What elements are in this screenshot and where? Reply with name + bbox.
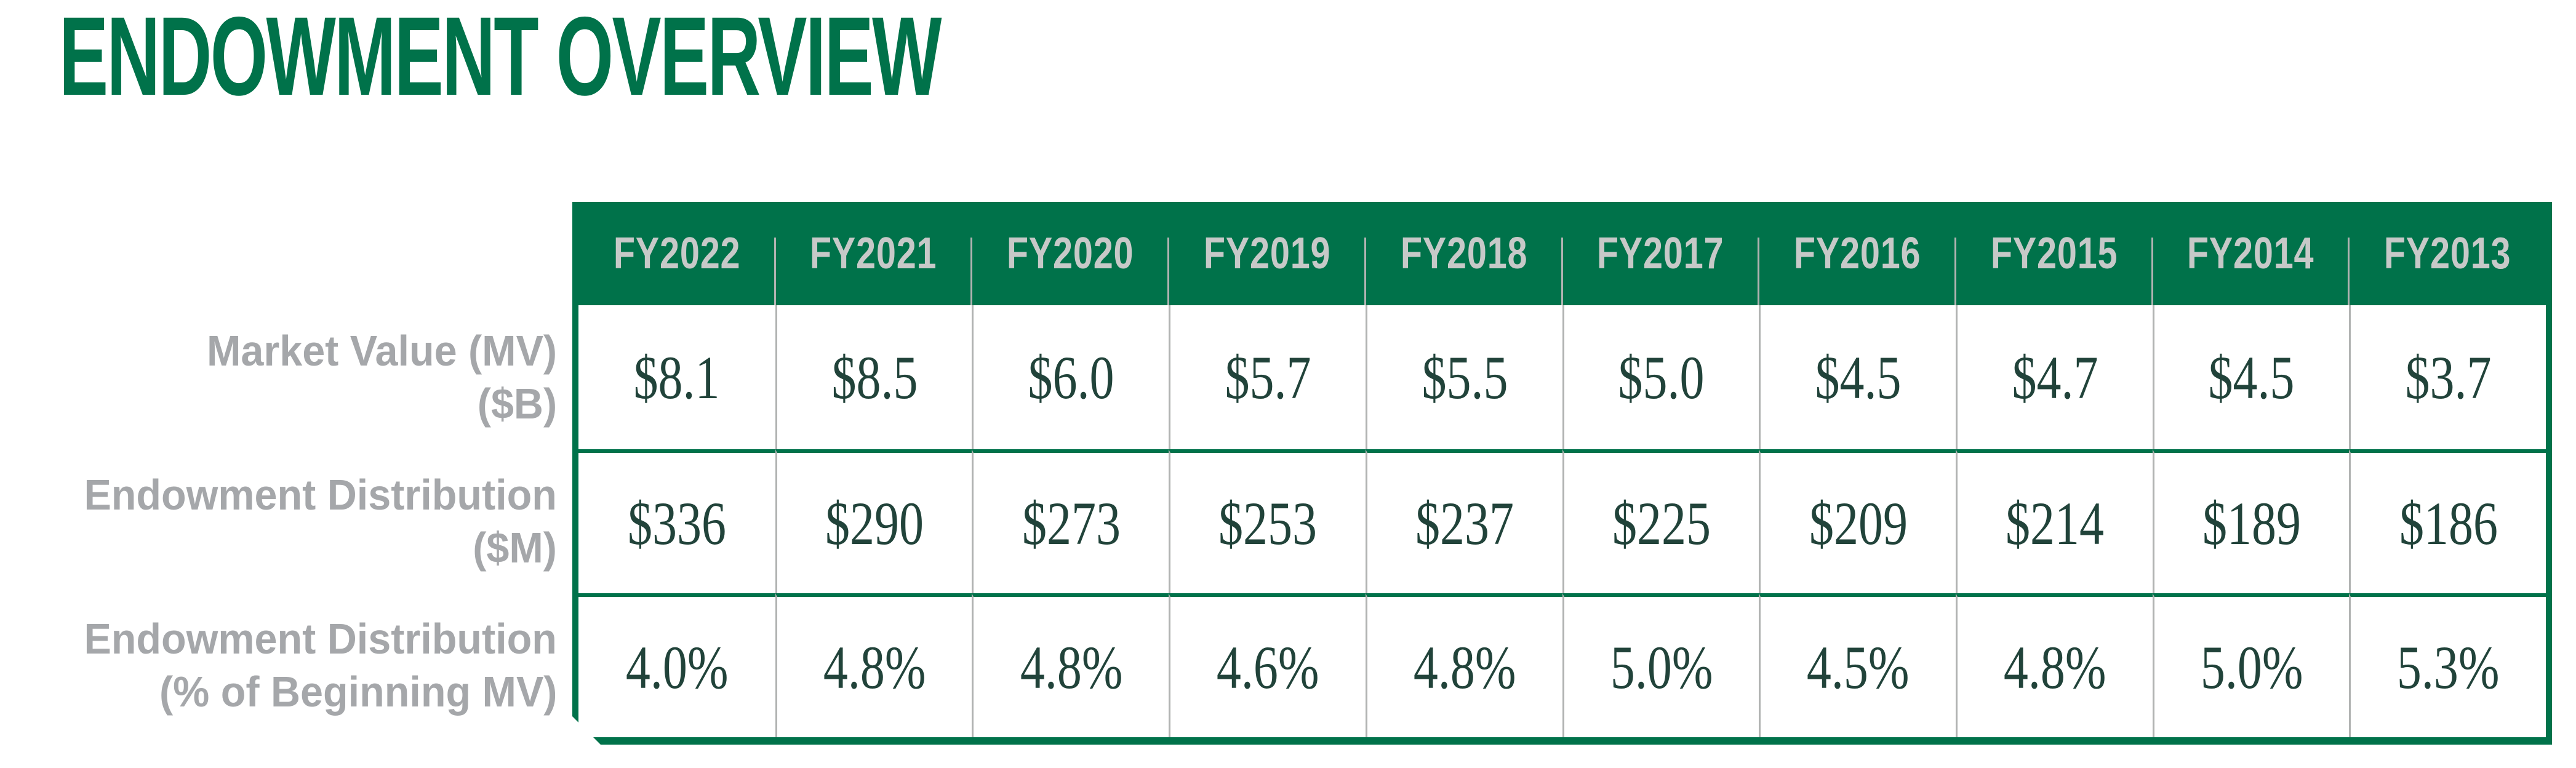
- value-cell: $237: [1366, 449, 1562, 593]
- page-title: ENDOWMENT OVERVIEW: [59, 0, 1394, 112]
- header-cell-label: FY2016: [1793, 229, 1921, 278]
- value-cell-text: $4.5: [1815, 343, 1902, 412]
- value-cell: 4.8%: [1366, 593, 1562, 737]
- value-cell-text: 4.5%: [1807, 633, 1910, 702]
- header-cell-fy2014: FY2014: [2153, 202, 2350, 305]
- header-cell-label: FY2014: [2187, 229, 2314, 278]
- value-cell-text: 5.0%: [2200, 633, 2303, 702]
- header-cell-fy2018: FY2018: [1366, 202, 1562, 305]
- header-cell-fy2022: FY2022: [578, 202, 775, 305]
- value-cell: $290: [775, 449, 972, 593]
- value-cell-text: 4.0%: [625, 633, 729, 702]
- value-cell-text: 4.8%: [2003, 633, 2106, 702]
- value-cell-text: 4.8%: [823, 633, 926, 702]
- header-cell-label: FY2022: [613, 229, 741, 278]
- value-cell: 5.0%: [1562, 593, 1759, 737]
- header-cell-fy2017: FY2017: [1562, 202, 1759, 305]
- value-cell: 4.0%: [578, 593, 775, 737]
- row-label-line2: ($B): [477, 380, 557, 428]
- row-label-line1: Endowment Distribution: [84, 471, 557, 519]
- value-cell: $3.7: [2349, 305, 2546, 449]
- value-cell-text: 4.8%: [1413, 633, 1516, 702]
- value-cell-text: $3.7: [2405, 343, 2492, 412]
- value-cell-text: $189: [2202, 489, 2301, 558]
- header-cell-label: FY2017: [1597, 229, 1724, 278]
- header-cell-fy2019: FY2019: [1169, 202, 1366, 305]
- value-cell-text: 4.6%: [1217, 633, 1319, 702]
- row-label-market-value: Market Value (MV) ($B): [0, 305, 557, 449]
- header-cell-label: FY2021: [810, 229, 937, 278]
- value-cell: $5.5: [1366, 305, 1562, 449]
- value-cell-text: $237: [1415, 489, 1514, 558]
- value-cell: $5.7: [1169, 305, 1366, 449]
- row-label-line2: (% of Beginning MV): [159, 668, 557, 716]
- value-cell: 5.3%: [2349, 593, 2546, 737]
- value-cell-text: $273: [1022, 489, 1121, 558]
- row-label-endowment-distribution-pct: Endowment Distribution (% of Beginning M…: [0, 593, 557, 737]
- row-label-endowment-distribution-m: Endowment Distribution ($M): [0, 449, 557, 593]
- value-cell-text: $4.5: [2208, 343, 2295, 412]
- value-cell-text: $209: [1809, 489, 1908, 558]
- value-cell-text: $5.5: [1422, 343, 1508, 412]
- row-label-line2: ($M): [473, 524, 557, 572]
- page-title-text: ENDOWMENT OVERVIEW: [59, 0, 942, 119]
- value-cell-text: $6.0: [1028, 343, 1114, 412]
- value-cell-text: 5.3%: [2397, 633, 2500, 702]
- header-cell-fy2015: FY2015: [1956, 202, 2153, 305]
- value-cell-text: 4.8%: [1020, 633, 1123, 702]
- value-cell-text: 5.0%: [1610, 633, 1713, 702]
- value-cell: $6.0: [972, 305, 1169, 449]
- header-cell-fy2013: FY2013: [2349, 202, 2546, 305]
- value-cell: $225: [1562, 449, 1759, 593]
- header-cell-label: FY2020: [1006, 229, 1134, 278]
- value-cell: $189: [2153, 449, 2350, 593]
- value-cell: 4.5%: [1759, 593, 1956, 737]
- header-cell-label: FY2018: [1400, 229, 1527, 278]
- header-cell-fy2021: FY2021: [775, 202, 972, 305]
- value-cell: $4.5: [1759, 305, 1956, 449]
- value-cell: 4.8%: [972, 593, 1169, 737]
- value-cell: $4.7: [1956, 305, 2153, 449]
- header-cell-fy2016: FY2016: [1759, 202, 1956, 305]
- value-cell: 4.8%: [1956, 593, 2153, 737]
- value-cell: $273: [972, 449, 1169, 593]
- value-cell-text: $5.7: [1225, 343, 1311, 412]
- endowment-table: FY2022 FY2021 FY2020 FY2019 FY2018 FY201…: [572, 202, 2552, 745]
- header-cell-label: FY2019: [1203, 229, 1331, 278]
- value-cell-text: $225: [1612, 489, 1711, 558]
- value-cell-text: $253: [1218, 489, 1318, 558]
- value-cell: $8.1: [578, 305, 775, 449]
- value-cell: $214: [1956, 449, 2153, 593]
- value-cell-text: $336: [627, 489, 726, 558]
- value-cell-text: $4.7: [2012, 343, 2098, 412]
- value-cell: 4.6%: [1169, 593, 1366, 737]
- value-cell: $186: [2349, 449, 2546, 593]
- value-cell-text: $8.1: [633, 343, 720, 412]
- value-cell: 4.8%: [775, 593, 972, 737]
- value-cell: $5.0: [1562, 305, 1759, 449]
- header-cell-label: FY2013: [2383, 229, 2511, 278]
- header-cell-label: FY2015: [1990, 229, 2118, 278]
- value-cell-text: $290: [825, 489, 924, 558]
- value-cell-text: $5.0: [1618, 343, 1705, 412]
- value-cell: $8.5: [775, 305, 972, 449]
- value-cell: $253: [1169, 449, 1366, 593]
- row-label-line1: Endowment Distribution: [84, 615, 557, 663]
- header-cell-fy2020: FY2020: [972, 202, 1169, 305]
- value-cell-text: $214: [2006, 489, 2105, 558]
- value-cell: $4.5: [2153, 305, 2350, 449]
- value-cell-text: $8.5: [831, 343, 918, 412]
- value-cell: $336: [578, 449, 775, 593]
- value-cell: $209: [1759, 449, 1956, 593]
- row-label-line1: Market Value (MV): [206, 327, 557, 375]
- value-cell-text: $186: [2399, 489, 2498, 558]
- value-cell: 5.0%: [2153, 593, 2350, 737]
